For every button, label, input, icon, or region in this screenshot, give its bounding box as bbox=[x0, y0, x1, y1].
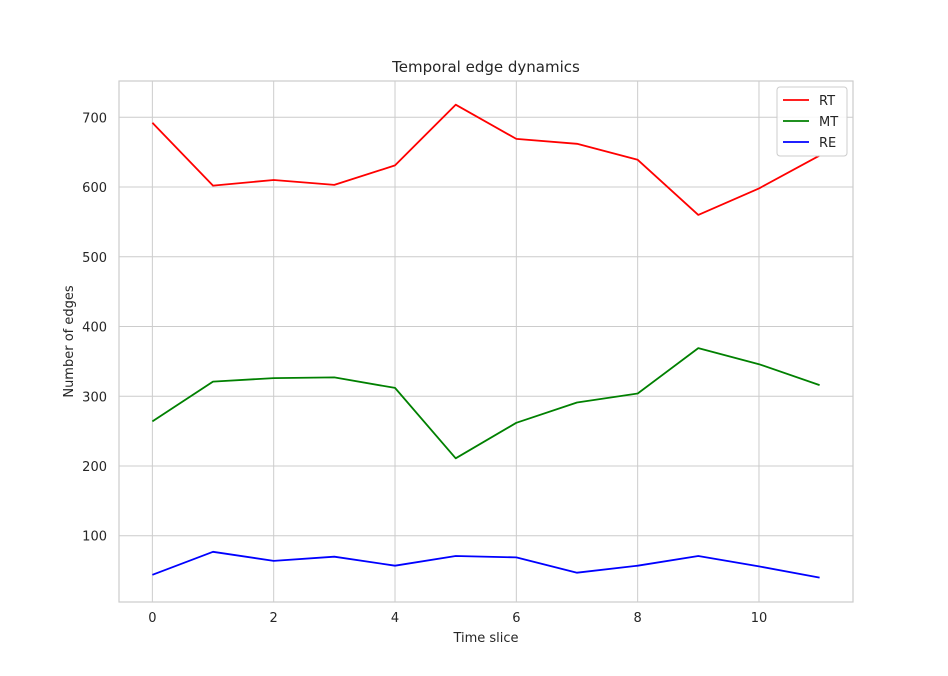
y-tick-label: 600 bbox=[82, 181, 107, 196]
x-tick-label: 4 bbox=[391, 611, 399, 626]
y-tick-label: 200 bbox=[82, 460, 107, 475]
chart-title: Temporal edge dynamics bbox=[391, 58, 580, 76]
series-lines bbox=[151, 103, 821, 579]
grid bbox=[119, 81, 853, 602]
y-tick-label: 300 bbox=[82, 390, 107, 405]
x-axis-label: Time slice bbox=[452, 631, 518, 646]
plot-frame bbox=[118, 80, 854, 603]
x-tick-label: 8 bbox=[634, 611, 642, 626]
series-line-rt bbox=[151, 103, 821, 216]
y-axis-label: Number of edges bbox=[62, 285, 77, 398]
x-tick-labels: 0 2 4 6 8 10 bbox=[148, 611, 767, 626]
x-tick-label: 6 bbox=[512, 611, 520, 626]
legend: RT MT RE bbox=[776, 86, 848, 157]
legend-box bbox=[776, 86, 848, 157]
legend-label-re: RE bbox=[819, 136, 836, 151]
x-tick-label: 10 bbox=[751, 611, 768, 626]
legend-label-mt: MT bbox=[819, 115, 838, 130]
x-tick-label: 0 bbox=[148, 611, 156, 626]
y-tick-labels: 100 200 300 400 500 600 700 bbox=[82, 111, 107, 544]
series-line-mt bbox=[151, 347, 820, 460]
series-line-re bbox=[152, 550, 820, 579]
y-tick-label: 500 bbox=[82, 251, 107, 266]
y-tick-label: 400 bbox=[82, 321, 107, 336]
y-tick-label: 100 bbox=[82, 530, 107, 545]
x-tick-label: 2 bbox=[270, 611, 278, 626]
legend-label-rt: RT bbox=[819, 94, 835, 109]
y-tick-label: 700 bbox=[82, 111, 107, 126]
